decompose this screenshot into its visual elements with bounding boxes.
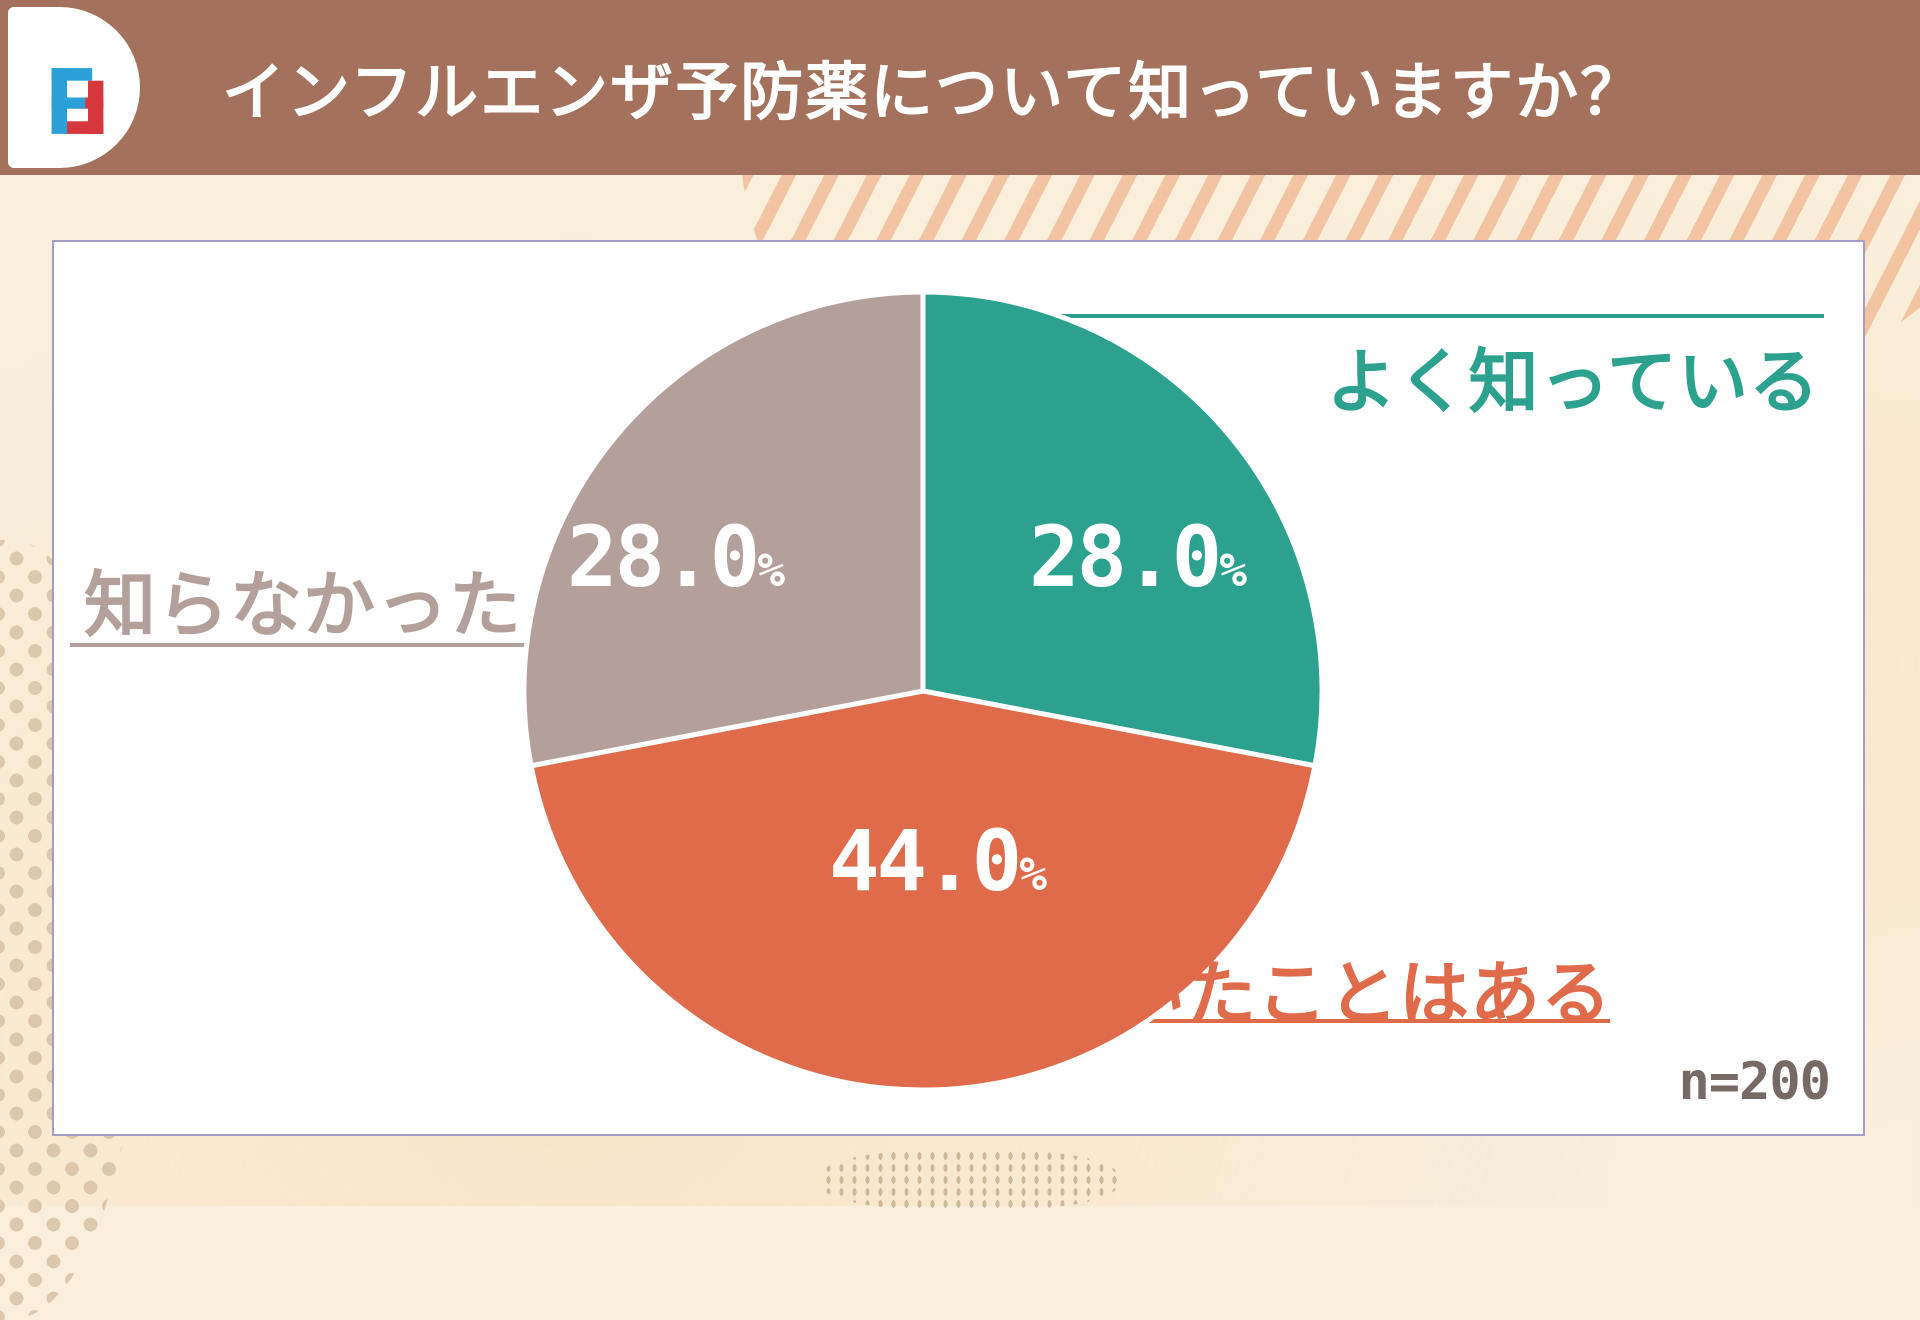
- leader-line-well-known: [958, 314, 1824, 318]
- value-unit: %: [1219, 543, 1248, 597]
- dot-stamp-pattern-bottom: [822, 1150, 1117, 1210]
- value-number: 28.0: [566, 508, 760, 606]
- slice-label-well-known: よく知っている: [1326, 341, 1820, 423]
- leader-line-did-not-know: [70, 643, 535, 647]
- value-number: 44.0: [828, 812, 1022, 910]
- page-title: インフルエンザ予防薬について知っていますか？: [222, 56, 1646, 129]
- slice-value-well-known: 28.0%: [1029, 508, 1247, 606]
- value-number: 28.0: [1028, 508, 1222, 606]
- header-bar: インフルエンザ予防薬について知っていますか？: [0, 0, 1920, 175]
- logo-plate: [8, 7, 140, 168]
- slice-label-have-heard: 聞いたことはある: [1044, 953, 1612, 1035]
- slice-value-have-heard: 44.0%: [829, 812, 1047, 910]
- logo-blue-f: [51, 68, 93, 134]
- slice-label-did-not-know: 知らなかった: [84, 563, 523, 647]
- value-unit: %: [757, 543, 786, 597]
- logo-red-f: [64, 80, 104, 134]
- slice-value-did-not-know: 28.0%: [567, 508, 785, 606]
- value-unit: %: [1019, 847, 1048, 901]
- fg-logo-icon: [51, 68, 104, 134]
- sample-size-label: n=200: [1678, 1052, 1831, 1112]
